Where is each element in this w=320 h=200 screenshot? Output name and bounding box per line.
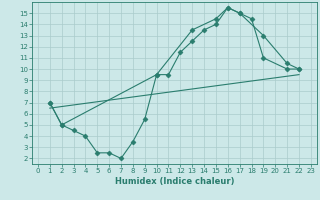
X-axis label: Humidex (Indice chaleur): Humidex (Indice chaleur) xyxy=(115,177,234,186)
